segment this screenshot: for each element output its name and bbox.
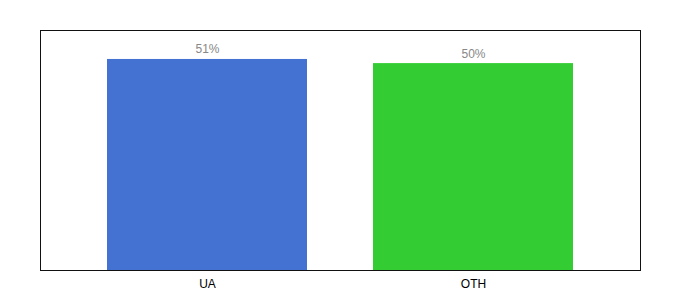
svg-text:51%: 51%	[195, 42, 219, 56]
svg-text:UA: UA	[199, 277, 216, 291]
svg-text:50%: 50%	[461, 47, 485, 61]
svg-text:OTH: OTH	[461, 277, 486, 291]
